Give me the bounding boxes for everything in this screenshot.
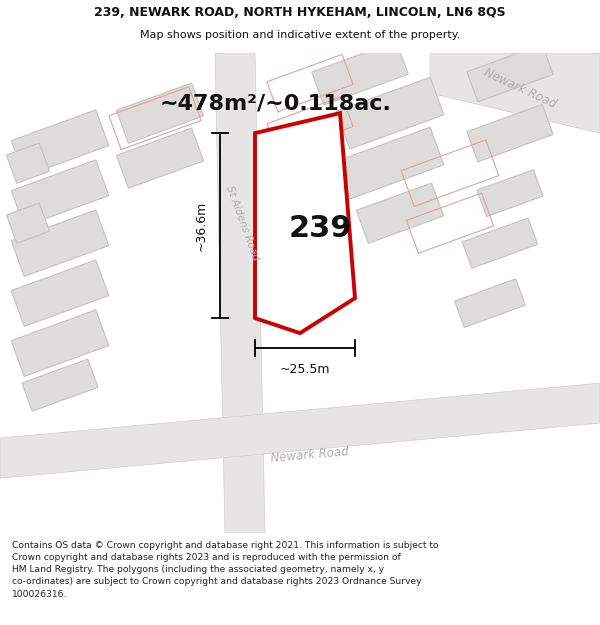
Polygon shape <box>336 127 444 199</box>
Polygon shape <box>7 203 50 243</box>
Text: St Aidens Road: St Aidens Road <box>224 184 260 262</box>
Polygon shape <box>22 359 98 411</box>
Text: Contains OS data © Crown copyright and database right 2021. This information is : Contains OS data © Crown copyright and d… <box>12 541 439 599</box>
Polygon shape <box>356 183 443 243</box>
Polygon shape <box>467 44 553 102</box>
Text: 239: 239 <box>288 214 352 243</box>
Polygon shape <box>312 41 408 105</box>
Polygon shape <box>255 113 355 333</box>
Polygon shape <box>463 218 538 268</box>
Text: Newark Road: Newark Road <box>271 445 350 465</box>
Polygon shape <box>455 279 526 328</box>
Text: ~36.6m: ~36.6m <box>195 201 208 251</box>
Polygon shape <box>0 383 600 478</box>
Text: Newark Road: Newark Road <box>482 66 558 111</box>
Text: 239, NEWARK ROAD, NORTH HYKEHAM, LINCOLN, LN6 8QS: 239, NEWARK ROAD, NORTH HYKEHAM, LINCOLN… <box>94 6 506 19</box>
Polygon shape <box>467 104 553 162</box>
Polygon shape <box>336 78 444 149</box>
Text: Map shows position and indicative extent of the property.: Map shows position and indicative extent… <box>140 30 460 40</box>
Polygon shape <box>263 146 313 195</box>
Polygon shape <box>430 53 600 133</box>
Polygon shape <box>116 128 203 188</box>
Polygon shape <box>7 143 50 183</box>
Polygon shape <box>116 83 203 143</box>
Polygon shape <box>11 260 109 326</box>
Polygon shape <box>477 170 543 216</box>
Polygon shape <box>11 110 109 176</box>
Polygon shape <box>11 210 109 276</box>
Text: ~478m²/~0.118ac.: ~478m²/~0.118ac. <box>160 93 392 113</box>
Text: ~25.5m: ~25.5m <box>280 363 330 376</box>
Polygon shape <box>11 160 109 226</box>
Polygon shape <box>11 310 109 376</box>
Polygon shape <box>262 135 340 290</box>
Polygon shape <box>215 53 265 533</box>
